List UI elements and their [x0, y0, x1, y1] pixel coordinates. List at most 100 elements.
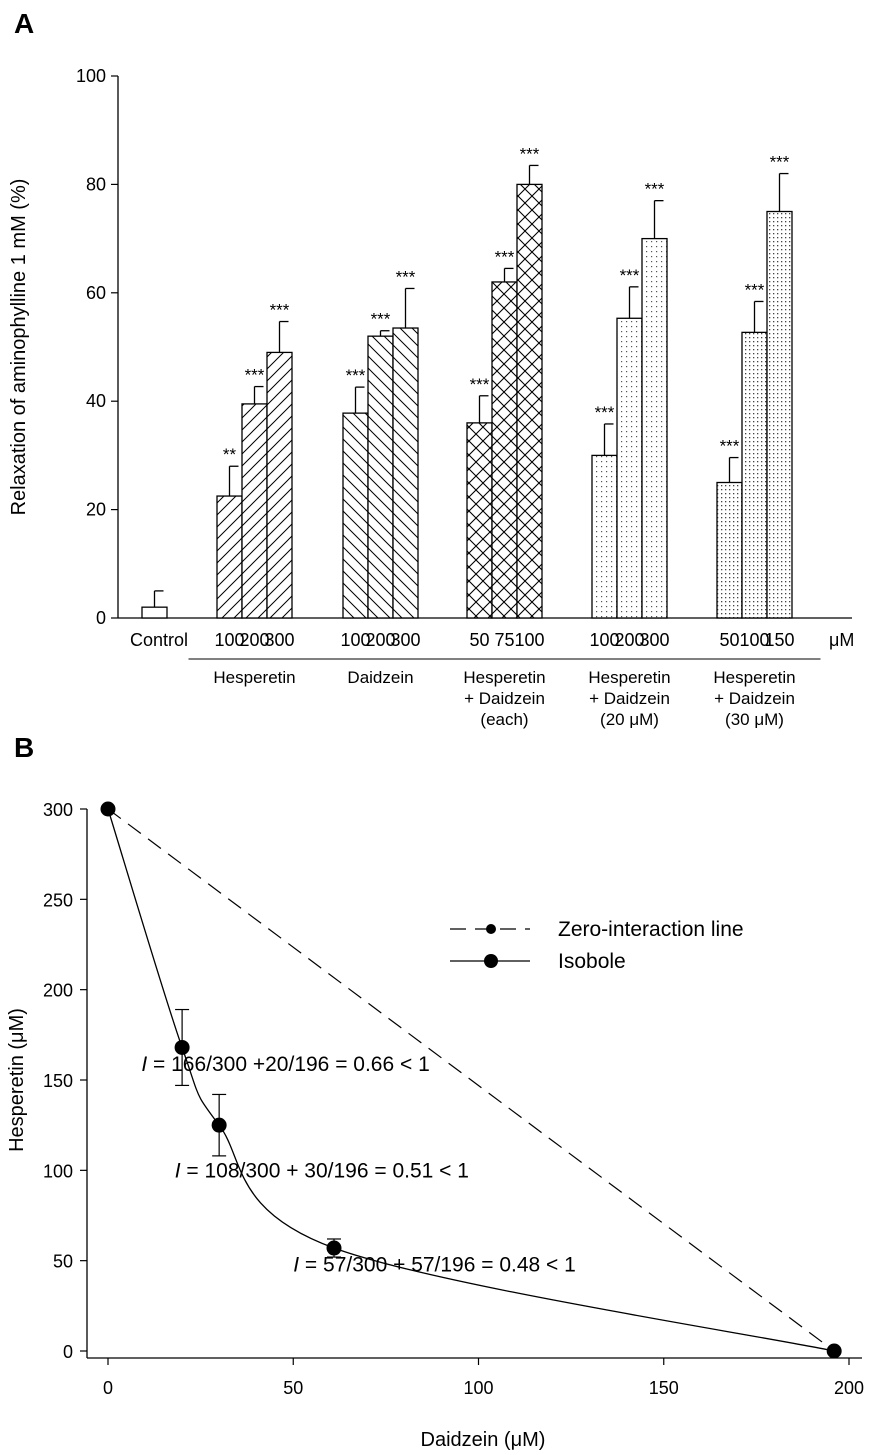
interaction-index-symbol: I: [141, 1053, 147, 1076]
bar: [342, 412, 369, 619]
panel-b-ytick-label: 0: [63, 1342, 73, 1362]
concentration-label: 150: [764, 630, 794, 650]
interaction-index-text: = 108/300 + 30/196 = 0.51 < 1: [181, 1160, 469, 1183]
bar: [516, 183, 543, 619]
panel-a-ytick-label: 80: [86, 174, 106, 194]
bar: [466, 422, 493, 619]
isobole-point: [826, 1343, 842, 1359]
concentration-label: 75: [494, 630, 514, 650]
bar: [266, 351, 293, 619]
panel-b-xlabel: Daidzein (μM): [421, 1429, 546, 1451]
panel-b-ytick-label: 300: [43, 800, 73, 820]
concentration-label: 100: [589, 630, 619, 650]
panel-a-unit-label: μM: [829, 630, 854, 650]
group-label: + Daidzein: [464, 689, 545, 708]
panel-b-ylabel: Hesperetin (μM): [6, 1008, 28, 1152]
isobole-point: [100, 801, 116, 817]
bar: [741, 331, 768, 619]
bar: [716, 481, 743, 619]
panel-a-chart: Relaxation of aminophylline 1 mM (%) μM …: [8, 66, 854, 729]
concentration-label: 200: [365, 630, 395, 650]
panel-b-ytick-label: 200: [43, 981, 73, 1001]
significance-label: ***: [720, 437, 740, 456]
group-label: Hesperetin: [463, 668, 545, 687]
panel-b-xtick-label: 100: [463, 1378, 493, 1398]
panel-a-ytick-label: 60: [86, 283, 106, 303]
panel-b-ytick-label: 100: [43, 1161, 73, 1181]
significance-label: ***: [245, 366, 265, 385]
significance-label: ***: [470, 375, 490, 394]
significance-label: ***: [371, 310, 391, 329]
bar: [367, 335, 394, 619]
concentration-label: 300: [390, 630, 420, 650]
concentration-label: 100: [514, 630, 544, 650]
interaction-index-annotation: I = 166/300 +20/196 = 0.66 < 1: [141, 1053, 429, 1076]
significance-label: ***: [620, 266, 640, 285]
panel-b-ytick-label: 150: [43, 1071, 73, 1091]
significance-label: ***: [396, 267, 416, 286]
control-label: Control: [130, 630, 188, 650]
panel-b-letter: B: [14, 732, 34, 763]
legend-dashed-marker: [486, 924, 496, 934]
panel-a-ytick-label: 0: [96, 608, 106, 628]
significance-label: ***: [745, 280, 765, 299]
significance-label: ***: [595, 403, 615, 422]
interaction-index-annotation: I = 108/300 + 30/196 = 0.51 < 1: [175, 1160, 469, 1183]
interaction-index-annotation: I = 57/300 + 57/196 = 0.48 < 1: [293, 1254, 576, 1277]
interaction-index-symbol: I: [175, 1160, 181, 1183]
concentration-label: 300: [264, 630, 294, 650]
panel-a-ytick-label: 20: [86, 500, 106, 520]
concentration-label: 100: [739, 630, 769, 650]
bar: [392, 327, 419, 619]
isobole-point: [174, 1039, 190, 1055]
group-label: Hesperetin: [588, 668, 670, 687]
panel-b-chart: Hesperetin (μM) Daidzein (μM) 0 50 100 150 2…: [6, 800, 864, 1451]
group-label: Hesperetin: [213, 668, 295, 687]
concentration-label: 100: [340, 630, 370, 650]
significance-label: ***: [520, 144, 540, 163]
concentration-label: 100: [214, 630, 244, 650]
bar: [641, 237, 668, 619]
concentration-label: 50: [469, 630, 489, 650]
concentration-label: 200: [239, 630, 269, 650]
bar: [766, 210, 793, 619]
concentration-label: 200: [614, 630, 644, 650]
concentration-label: 50: [719, 630, 739, 650]
bar: [141, 606, 168, 619]
significance-label: ***: [270, 301, 290, 320]
panel-a-letter: A: [14, 8, 34, 39]
significance-label: ***: [495, 247, 515, 266]
panel-b-xtick-label: 150: [649, 1378, 679, 1398]
interaction-index-symbol: I: [293, 1254, 299, 1277]
panel-b-xtick-label: 200: [834, 1378, 864, 1398]
isobole-point: [326, 1240, 342, 1256]
significance-label: ***: [770, 153, 790, 172]
legend-solid-marker: [484, 954, 498, 968]
bar: [616, 317, 643, 619]
interaction-index-text: = 57/300 + 57/196 = 0.48 < 1: [299, 1254, 576, 1277]
panel-b-ytick-label: 50: [53, 1252, 73, 1272]
significance-label: **: [223, 445, 237, 464]
group-label: (30 μM): [725, 710, 784, 729]
isobole-point: [211, 1117, 227, 1133]
bar: [591, 454, 618, 619]
group-label: + Daidzein: [589, 689, 670, 708]
panel-b-xtick-label: 50: [283, 1378, 303, 1398]
legend-zero-interaction-label: Zero-interaction line: [558, 918, 744, 941]
group-label: + Daidzein: [714, 689, 795, 708]
panel-a-ytick-label: 40: [86, 391, 106, 411]
legend-isobole-label: Isobole: [558, 950, 626, 973]
concentration-label: 300: [639, 630, 669, 650]
isobole-line: [107, 808, 835, 1352]
group-label: Daidzein: [347, 668, 413, 687]
panel-a-ylabel: Relaxation of aminophylline 1 mM (%): [8, 179, 30, 516]
interaction-index-text: = 166/300 +20/196 = 0.66 < 1: [147, 1053, 430, 1076]
group-label: Hesperetin: [713, 668, 795, 687]
panel-a-ytick-label: 100: [76, 66, 106, 86]
panel-b-xtick-label: 0: [103, 1378, 113, 1398]
zero-interaction-line: [107, 808, 835, 1352]
bar: [241, 403, 268, 619]
significance-label: ***: [346, 366, 366, 385]
panel-b-ytick-label: 250: [43, 890, 73, 910]
